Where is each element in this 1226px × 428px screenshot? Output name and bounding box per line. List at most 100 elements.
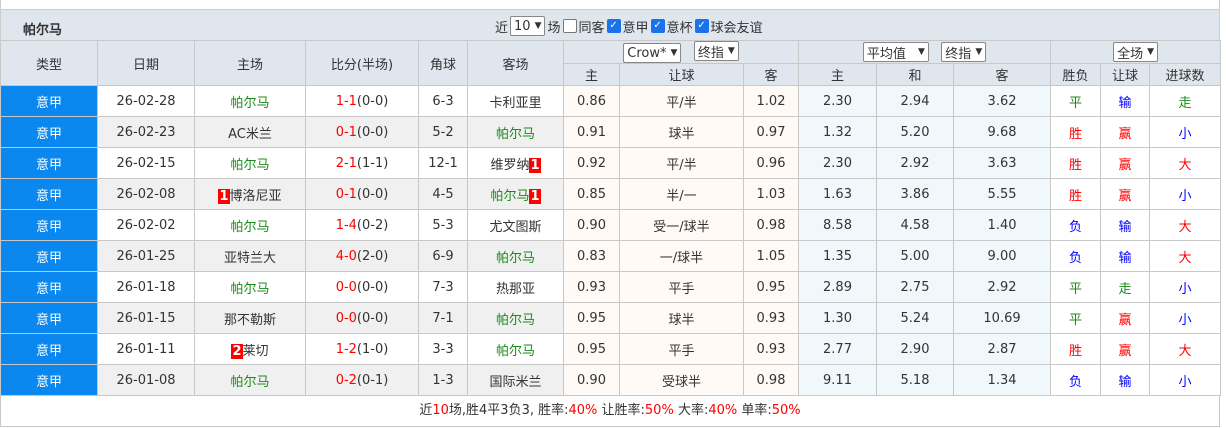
date-cell: 26-01-08 — [97, 364, 195, 396]
odds-handicap: 平手 — [619, 333, 744, 365]
match-count-select[interactable]: 10 ▼ — [510, 16, 546, 36]
league-cell[interactable]: 意甲 — [0, 209, 98, 241]
home-cell[interactable]: AC米兰 — [194, 116, 306, 148]
score-cell[interactable]: 1-2(1-0) — [305, 333, 419, 365]
company-select[interactable]: Crow* ▼ — [623, 43, 682, 63]
checkbox-0[interactable] — [562, 19, 577, 33]
result-cell: 负 — [1050, 209, 1102, 241]
odds-home: 0.95 — [563, 333, 620, 365]
avg-lose: 2.87 — [953, 333, 1052, 365]
away-cell[interactable]: 国际米兰 — [467, 364, 564, 396]
odds-handicap: 球半 — [619, 116, 744, 148]
avg-lose: 1.40 — [953, 209, 1052, 241]
away-cell[interactable]: 帕尔马 — [467, 116, 564, 148]
home-cell[interactable]: 1博洛尼亚 — [194, 178, 306, 210]
away-cell[interactable]: 帕尔马1 — [467, 178, 564, 210]
result-cell: 胜 — [1050, 147, 1102, 179]
col-away: 客场 — [467, 40, 564, 86]
avg-lose: 5.55 — [953, 178, 1052, 210]
home-cell[interactable]: 帕尔马 — [194, 364, 306, 396]
subcol-1: 让球 — [619, 63, 744, 86]
odds-handicap: 半/一 — [619, 178, 744, 210]
league-cell[interactable]: 意甲 — [0, 302, 98, 334]
league-cell[interactable]: 意甲 — [0, 116, 98, 148]
avg-draw: 2.90 — [876, 333, 955, 365]
unit-label: 场 — [547, 20, 561, 36]
home-cell[interactable]: 亚特兰大 — [194, 240, 306, 272]
date-cell: 26-01-15 — [97, 302, 195, 334]
home-cell[interactable]: 帕尔马 — [194, 209, 306, 241]
red-card-badge: 1 — [218, 188, 230, 204]
avg-win: 1.63 — [798, 178, 878, 210]
home-cell[interactable]: 帕尔马 — [194, 85, 306, 117]
score-cell[interactable]: 1-4(0-2) — [305, 209, 419, 241]
corner-cell: 6-9 — [418, 240, 468, 272]
league-cell[interactable]: 意甲 — [0, 240, 98, 272]
goals-result-cell: 大 — [1149, 333, 1222, 365]
away-cell[interactable]: 帕尔马 — [467, 333, 564, 365]
home-cell[interactable]: 帕尔马 — [194, 271, 306, 303]
away-cell[interactable]: 帕尔马 — [467, 240, 564, 272]
odds-home: 0.90 — [563, 209, 620, 241]
avg-lose: 10.69 — [953, 302, 1052, 334]
corner-cell: 5-3 — [418, 209, 468, 241]
handicap-result-cell: 走 — [1100, 271, 1151, 303]
league-cell[interactable]: 意甲 — [0, 271, 98, 303]
date-cell: 26-01-25 — [97, 240, 195, 272]
table-row: 意甲 26-01-15 那不勒斯 0-0(0-0) 7-1 帕尔马 0.95 球… — [0, 302, 1222, 334]
odds-handicap: 平手 — [619, 271, 744, 303]
col-home: 主场 — [194, 40, 306, 86]
checkbox-2[interactable]: ✓ — [650, 19, 665, 33]
date-cell: 26-01-11 — [97, 333, 195, 365]
result-cell: 胜 — [1050, 333, 1102, 365]
score-cell[interactable]: 0-1(0-0) — [305, 178, 419, 210]
odds-type-select[interactable]: 终指 ▼ — [693, 41, 739, 61]
odds-handicap: 受球半 — [619, 364, 744, 396]
avg-win: 1.35 — [798, 240, 878, 272]
col-score: 比分(半场) — [305, 40, 419, 86]
home-cell[interactable]: 那不勒斯 — [194, 302, 306, 334]
home-cell[interactable]: 2莱切 — [194, 333, 306, 365]
avg-select[interactable]: 平均值 ▼ — [862, 42, 929, 62]
away-cell[interactable]: 尤文图斯 — [467, 209, 564, 241]
score-cell[interactable]: 0-0(0-0) — [305, 271, 419, 303]
avg-win: 1.30 — [798, 302, 878, 334]
result-cell: 胜 — [1050, 178, 1102, 210]
league-cell[interactable]: 意甲 — [0, 85, 98, 117]
odds-away: 0.93 — [742, 333, 800, 365]
score-cell[interactable]: 0-2(0-1) — [305, 364, 419, 396]
league-cell[interactable]: 意甲 — [0, 364, 98, 396]
goals-result-cell: 大 — [1149, 147, 1222, 179]
home-cell[interactable]: 帕尔马 — [194, 147, 306, 179]
score-cell[interactable]: 0-1(0-0) — [305, 116, 419, 148]
checkbox-3[interactable]: ✓ — [694, 19, 709, 33]
period-select[interactable]: 全场 ▼ — [1113, 42, 1158, 62]
away-cell[interactable]: 热那亚 — [467, 271, 564, 303]
away-cell[interactable]: 卡利亚里 — [467, 85, 564, 117]
col-corner: 角球 — [418, 40, 468, 86]
handicap-result-cell: 赢 — [1100, 116, 1151, 148]
avg-draw: 5.24 — [876, 302, 955, 334]
odds-handicap: 受一/球半 — [619, 209, 744, 241]
checkbox-1[interactable]: ✓ — [606, 19, 621, 33]
handicap-result-cell: 赢 — [1100, 147, 1151, 179]
score-cell[interactable]: 1-1(0-0) — [305, 85, 419, 117]
avg-win: 2.89 — [798, 271, 878, 303]
score-cell[interactable]: 0-0(0-0) — [305, 302, 419, 334]
odds-away: 0.98 — [742, 364, 800, 396]
league-cell[interactable]: 意甲 — [0, 147, 98, 179]
away-cell[interactable]: 帕尔马 — [467, 302, 564, 334]
score-cell[interactable]: 2-1(1-1) — [305, 147, 419, 179]
score-cell[interactable]: 4-0(2-0) — [305, 240, 419, 272]
subcol-7: 让球 — [1100, 63, 1151, 86]
away-cell[interactable]: 维罗纳1 — [467, 147, 564, 179]
avg-odds-type-select[interactable]: 终指 ▼ — [941, 42, 987, 62]
league-cell[interactable]: 意甲 — [0, 178, 98, 210]
avg-draw: 5.18 — [876, 364, 955, 396]
avg-lose: 3.62 — [953, 85, 1052, 117]
goals-result-cell: 走 — [1149, 85, 1222, 117]
checkbox-label: 意杯 — [666, 20, 693, 36]
result-cell: 胜 — [1050, 116, 1102, 148]
league-cell[interactable]: 意甲 — [0, 333, 98, 365]
